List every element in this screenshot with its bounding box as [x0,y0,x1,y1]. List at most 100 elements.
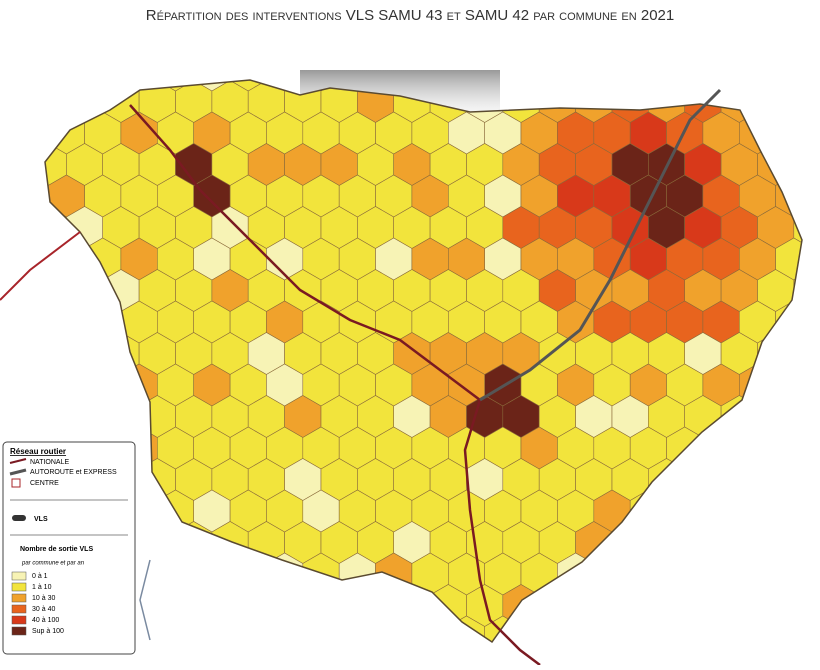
commune [45,332,67,375]
commune [666,552,704,596]
commune [794,648,820,666]
commune [45,80,49,92]
commune [666,615,704,642]
commune [793,332,802,375]
legend-title: Nombre de sortie VLS [20,546,93,553]
legend-classes: 0 à 1 1 à 10 10 à 30 30 à 40 40 à 100 Sup à 1… [11,571,64,636]
commune [684,458,722,501]
commune [45,237,49,281]
legend-swatch [11,604,27,614]
legend-symbol [11,478,21,488]
commune [375,615,413,642]
commune [393,584,431,627]
road-motorway [479,88,722,402]
commune [45,300,49,344]
commune [812,175,820,217]
commune [775,615,802,642]
commune [793,458,802,501]
legend-swatch [11,571,27,581]
commune [629,552,667,596]
commune [758,648,794,666]
commune [757,395,795,438]
commune [45,395,67,438]
commune [775,80,802,92]
legend-swatch [11,615,27,625]
commune [666,80,704,92]
legend-label: Sup à 100 [32,628,64,635]
commune [629,80,667,92]
commune [757,458,795,501]
commune [812,427,820,469]
commune [47,237,85,281]
commune [538,584,576,627]
commune [248,648,284,666]
commune [576,648,612,666]
commune [45,80,67,123]
commune [247,584,285,627]
commune [775,552,802,596]
commune [45,269,67,312]
commune [266,80,304,92]
commune [793,143,802,186]
commune [47,363,85,407]
commune [338,615,376,642]
commune [66,332,103,375]
legend-symbol [9,468,27,476]
commune [685,648,721,666]
legend-swatch [11,582,27,592]
commune [229,615,267,642]
commune [775,426,802,470]
commune [520,80,558,92]
commune [666,489,704,533]
commune [157,552,194,596]
commune [629,615,667,642]
commune [738,552,776,596]
commune [138,521,176,564]
commune [812,490,820,532]
commune [612,648,648,666]
commune [738,615,776,642]
commune [593,552,631,596]
commune [648,648,684,666]
commune [775,363,802,407]
commune [302,615,340,642]
commune [647,521,686,564]
commune [812,112,820,154]
commune [430,648,466,666]
legend-label: CENTRE [30,480,59,487]
commune [467,648,503,666]
commune [812,49,820,91]
legend-swatch [11,593,27,603]
commune [229,552,267,596]
commune [285,648,321,666]
commune [793,80,802,123]
commune [775,111,802,155]
commune [593,615,631,642]
legend-symbol [9,458,27,464]
commune [757,584,795,627]
legend-swatch [11,626,27,636]
commune [321,648,357,666]
commune [266,615,304,642]
commune [520,615,558,642]
legend-symbol [12,515,26,521]
legend-label: 0 à 1 [32,573,48,580]
commune [812,553,820,595]
legend-label: 40 à 100 [32,617,59,624]
commune [175,584,213,627]
legend-label: 1 à 10 [32,584,52,591]
commune [84,80,122,92]
legend-box [2,441,136,655]
commune [702,426,740,470]
commune [66,395,103,438]
map-title: Répartition des interventions VLS SAMU 4… [146,7,674,24]
commune [793,395,802,438]
commune [611,584,649,627]
commune [812,238,820,280]
legend-label: 10 à 30 [32,595,55,602]
commune [775,489,802,533]
road-national [129,104,541,666]
commune [647,584,686,627]
commune [702,615,740,642]
